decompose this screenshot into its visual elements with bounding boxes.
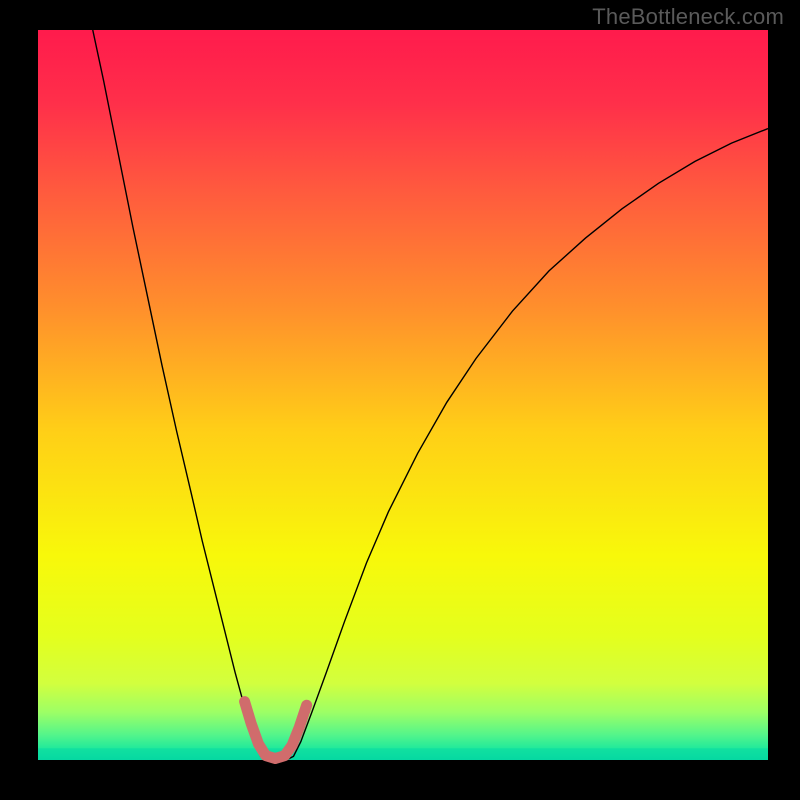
chart-container: TheBottleneck.com — [0, 0, 800, 800]
watermark-text: TheBottleneck.com — [592, 4, 784, 30]
plot-background — [38, 30, 768, 760]
bottleneck-chart — [0, 0, 800, 800]
bottom-bands — [38, 748, 768, 760]
